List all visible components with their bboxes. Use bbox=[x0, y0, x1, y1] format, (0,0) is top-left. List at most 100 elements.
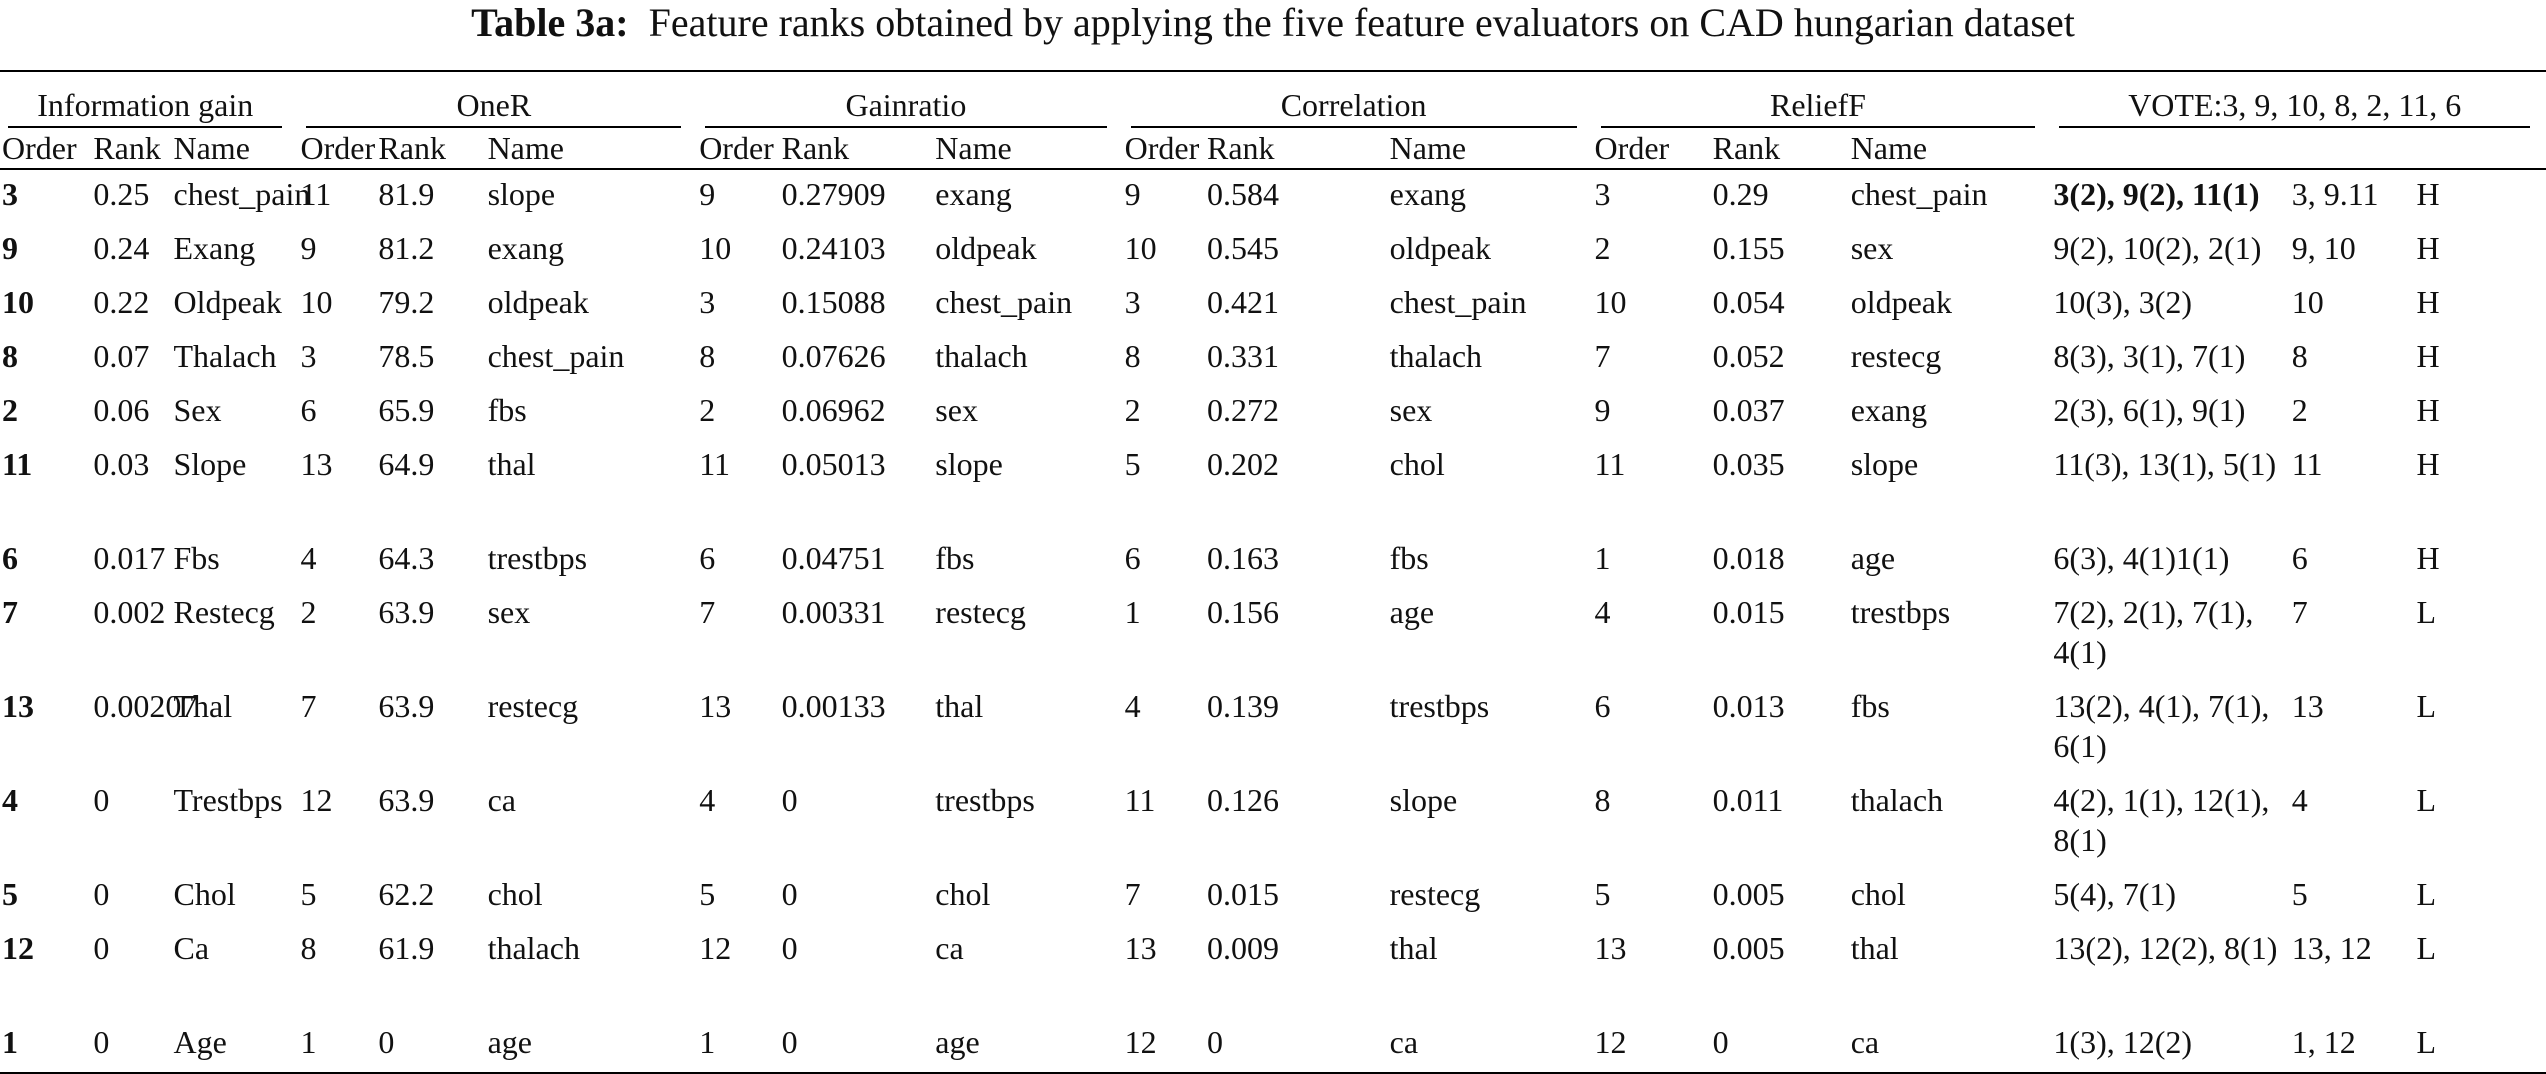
ig-rank-cell: 0.002 bbox=[93, 594, 166, 630]
oner-order-cell: 5 bbox=[300, 876, 317, 912]
rf-name-cell: ca bbox=[1850, 1024, 1880, 1060]
rf-name-cell: slope bbox=[1850, 446, 1919, 482]
corr-name-cell: age bbox=[1389, 594, 1435, 630]
sub-header-row: Order Rank Name Order Rank Name Order Ra… bbox=[0, 128, 2546, 170]
corr-order-cell: 12 bbox=[1124, 1024, 1157, 1060]
corr-order-cell: 11 bbox=[1124, 782, 1156, 818]
gr-name-cell: fbs bbox=[935, 540, 975, 576]
gr-name-cell: slope bbox=[935, 446, 1003, 482]
group-header: VOTE:3, 9, 10, 8, 2, 11, 6 bbox=[2051, 71, 2546, 128]
ig-name-cell: Sex bbox=[173, 392, 222, 428]
rf-rank-cell: 0.155 bbox=[1712, 230, 1785, 266]
rf-order-cell: 12 bbox=[1594, 1024, 1627, 1060]
vote-counts-cell: 1(3), 12(2) bbox=[2053, 1024, 2193, 1060]
corr-rank-cell: 0.272 bbox=[1207, 392, 1279, 428]
vote-counts-cell: 2(3), 6(1), 9(1) bbox=[2053, 392, 2246, 428]
table-row: 3 0.25 chest_pain 11 81.9 slope 9 0.27909 exang 9… bbox=[0, 169, 2546, 224]
oner-name-cell: restecg bbox=[487, 688, 579, 724]
vote-level-cell: H bbox=[2416, 176, 2440, 212]
corr-order-cell: 1 bbox=[1124, 594, 1141, 630]
oner-name-cell: slope bbox=[487, 176, 556, 212]
rf-order-cell: 3 bbox=[1594, 176, 1611, 212]
vote-counts-cell: 13(2), 4(1), 7(1), 6(1) bbox=[2053, 688, 2270, 764]
vote-counts-cell: 5(4), 7(1) bbox=[2053, 876, 2177, 912]
ig-name-cell: Age bbox=[173, 1024, 227, 1060]
vote-level-cell: H bbox=[2416, 230, 2440, 266]
oner-order-cell: 10 bbox=[300, 284, 333, 320]
oner-order-cell: 4 bbox=[300, 540, 317, 576]
oner-order-cell: 2 bbox=[300, 594, 317, 630]
vote-selected-cell: 9, 10 bbox=[2291, 230, 2356, 266]
group-header: Gainratio bbox=[697, 71, 1122, 128]
gr-order-cell: 12 bbox=[699, 930, 732, 966]
table-row: 11 0.03 Slope 13 64.9 thal 11 0.05013 slope 5 0.20… bbox=[0, 440, 2546, 534]
gr-order-cell: 10 bbox=[699, 230, 732, 266]
col-header: Name bbox=[933, 128, 1123, 170]
vote-level-cell: L bbox=[2416, 876, 2436, 912]
ig-order-cell: 9 bbox=[2, 230, 18, 266]
rf-order-cell: 5 bbox=[1594, 876, 1611, 912]
corr-rank-cell: 0.421 bbox=[1207, 284, 1279, 320]
caption-label: Table 3a: bbox=[471, 0, 629, 45]
oner-order-cell: 9 bbox=[300, 230, 317, 266]
vote-counts-cell: 9(2), 10(2), 2(1) bbox=[2053, 230, 2262, 266]
corr-order-cell: 4 bbox=[1124, 688, 1141, 724]
rf-order-cell: 2 bbox=[1594, 230, 1611, 266]
rf-order-cell: 11 bbox=[1594, 446, 1626, 482]
corr-rank-cell: 0.126 bbox=[1207, 782, 1279, 818]
corr-name-cell: thal bbox=[1389, 930, 1438, 966]
corr-rank-cell: 0.545 bbox=[1207, 230, 1279, 266]
gr-rank-cell: 0.06962 bbox=[781, 392, 886, 428]
rf-name-cell: fbs bbox=[1850, 688, 1890, 724]
oner-order-cell: 12 bbox=[300, 782, 333, 818]
corr-order-cell: 10 bbox=[1124, 230, 1157, 266]
rf-order-cell: 8 bbox=[1594, 782, 1611, 818]
rf-rank-cell: 0.037 bbox=[1712, 392, 1785, 428]
gr-order-cell: 6 bbox=[699, 540, 716, 576]
ig-rank-cell: 0 bbox=[93, 782, 110, 818]
corr-rank-cell: 0.163 bbox=[1207, 540, 1279, 576]
corr-name-cell: ca bbox=[1389, 1024, 1419, 1060]
feature-rank-table: Information gain OneR Gainratio Correlat… bbox=[0, 70, 2546, 1074]
oner-rank-cell: 65.9 bbox=[378, 392, 435, 428]
rf-order-cell: 4 bbox=[1594, 594, 1611, 630]
ig-rank-cell: 0.24 bbox=[93, 230, 150, 266]
gr-name-cell: age bbox=[935, 1024, 980, 1060]
corr-order-cell: 6 bbox=[1124, 540, 1141, 576]
oner-name-cell: thal bbox=[487, 446, 536, 482]
ig-name-cell: Chol bbox=[173, 876, 236, 912]
col-header: Name bbox=[485, 128, 698, 170]
group-header-row: Information gain OneR Gainratio Correlat… bbox=[0, 71, 2546, 128]
ig-order-cell: 11 bbox=[2, 446, 33, 482]
vote-selected-cell: 11 bbox=[2291, 446, 2323, 482]
rf-order-cell: 13 bbox=[1594, 930, 1627, 966]
rf-order-cell: 9 bbox=[1594, 392, 1611, 428]
vote-counts-cell: 13(2), 12(2), 8(1) bbox=[2053, 930, 2278, 966]
corr-rank-cell: 0 bbox=[1207, 1024, 1223, 1060]
gr-name-cell: chol bbox=[935, 876, 991, 912]
gr-rank-cell: 0.04751 bbox=[781, 540, 886, 576]
vote-level-cell: H bbox=[2416, 446, 2440, 482]
corr-name-cell: fbs bbox=[1389, 540, 1429, 576]
rf-rank-cell: 0.035 bbox=[1712, 446, 1785, 482]
col-header: Rank bbox=[91, 128, 172, 170]
corr-order-cell: 2 bbox=[1124, 392, 1141, 428]
oner-name-cell: chol bbox=[487, 876, 543, 912]
oner-rank-cell: 79.2 bbox=[378, 284, 435, 320]
ig-name-cell: Oldpeak bbox=[173, 284, 282, 320]
gr-rank-cell: 0.07626 bbox=[781, 338, 886, 374]
rf-rank-cell: 0.005 bbox=[1712, 930, 1785, 966]
oner-name-cell: chest_pain bbox=[487, 338, 625, 374]
gr-name-cell: thalach bbox=[935, 338, 1028, 374]
vote-level-cell: H bbox=[2416, 392, 2440, 428]
rf-rank-cell: 0.011 bbox=[1712, 782, 1784, 818]
corr-order-cell: 9 bbox=[1124, 176, 1141, 212]
vote-selected-cell: 1, 12 bbox=[2291, 1024, 2356, 1060]
corr-rank-cell: 0.584 bbox=[1207, 176, 1279, 212]
oner-name-cell: ca bbox=[487, 782, 516, 818]
corr-name-cell: oldpeak bbox=[1389, 230, 1491, 266]
gr-order-cell: 13 bbox=[699, 688, 732, 724]
rf-name-cell: thalach bbox=[1850, 782, 1944, 818]
vote-counts-cell: 4(2), 1(1), 12(1), 8(1) bbox=[2053, 782, 2270, 858]
vote-counts-cell: 3(2), 9(2), 11(1) bbox=[2053, 176, 2260, 212]
